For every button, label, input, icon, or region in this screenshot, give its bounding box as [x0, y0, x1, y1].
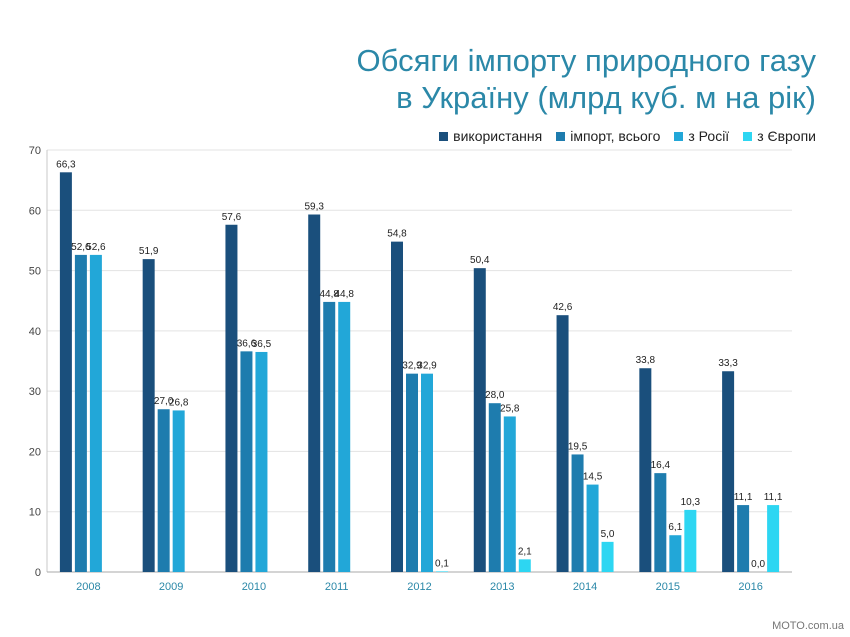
bar: [586, 484, 599, 572]
bar: [225, 224, 238, 573]
y-tick-label: 0: [35, 567, 41, 579]
x-tick-label: 2012: [407, 581, 431, 593]
bar: [737, 505, 750, 572]
chart-legend: використання імпорт, всього з Росії з Єв…: [439, 128, 816, 144]
bar: [669, 535, 682, 572]
data-label: 32,9: [417, 361, 437, 372]
legend-label: імпорт, всього: [570, 128, 661, 144]
bar: [473, 268, 486, 572]
data-label: 52,6: [71, 242, 91, 253]
legend-label: використання: [453, 128, 543, 144]
bar: [308, 214, 321, 572]
data-label: 28,0: [485, 390, 505, 401]
legend-swatch: [556, 131, 566, 141]
bar: [142, 259, 155, 572]
data-label: 33,8: [636, 355, 656, 366]
data-label: 5,0: [601, 529, 615, 540]
bar: [157, 409, 170, 572]
legend-item-usage: використання: [439, 128, 542, 144]
x-tick-label: 2014: [573, 581, 597, 593]
bar: [391, 241, 403, 573]
bar: [172, 410, 185, 572]
source-footer: MOTO.com.ua: [772, 620, 844, 632]
chart-title: Обсяги імпорту природного газу в Україну…: [357, 42, 816, 116]
x-tick-label: 2015: [656, 581, 680, 593]
x-tick-label: 2016: [738, 581, 762, 593]
x-tick-label: 2010: [242, 581, 266, 593]
legend-swatch: [743, 131, 753, 141]
data-label: 36,6: [237, 338, 257, 349]
legend-swatch: [674, 131, 684, 141]
bar: [767, 505, 780, 572]
legend-swatch: [439, 131, 449, 141]
legend-label: з Росії: [688, 128, 730, 144]
data-label: 19,5: [568, 441, 588, 452]
data-label: 59,3: [304, 202, 324, 213]
bar: [556, 315, 569, 572]
data-label: 16,4: [651, 460, 671, 471]
data-label: 11,1: [764, 492, 783, 503]
bar: [601, 541, 614, 572]
data-label: 66,3: [56, 159, 76, 170]
bar: [406, 373, 418, 572]
x-tick-label: 2008: [76, 581, 100, 593]
data-label: 14,5: [583, 472, 603, 483]
data-label: 0,0: [751, 559, 765, 570]
data-label: 6,1: [668, 522, 682, 533]
data-label: 42,6: [553, 302, 573, 313]
data-label: 26,8: [169, 397, 189, 408]
legend-label: з Європи: [757, 128, 816, 144]
data-label: 32,9: [402, 361, 422, 372]
data-label: 50,4: [470, 255, 490, 266]
data-label: 33,3: [718, 358, 738, 369]
bar: [571, 454, 584, 572]
data-label: 27,0: [154, 396, 174, 407]
bar: [488, 403, 501, 572]
bar: [240, 351, 253, 572]
data-label: 25,8: [500, 403, 520, 414]
data-label: 0,1: [435, 558, 449, 569]
data-label: 10,3: [681, 497, 701, 508]
bar: [654, 473, 667, 572]
bar: [518, 559, 531, 572]
bar: [421, 373, 433, 572]
bar: [74, 254, 87, 572]
x-tick-label: 2013: [490, 581, 514, 593]
data-label: 57,6: [222, 212, 242, 223]
bar: [255, 351, 268, 572]
bar: [684, 509, 697, 572]
data-label: 51,9: [139, 246, 159, 257]
chart-title-line-1: Обсяги імпорту природного газу: [356, 43, 816, 78]
data-label: 2,1: [518, 546, 532, 557]
bar: [722, 371, 735, 572]
y-tick-label: 50: [29, 266, 41, 278]
legend-item-import-total: імпорт, всього: [556, 128, 660, 144]
y-tick-label: 40: [29, 326, 41, 338]
data-label: 52,6: [86, 242, 106, 253]
y-tick-label: 30: [29, 386, 41, 398]
bar: [503, 416, 516, 572]
data-label: 44,8: [319, 289, 339, 300]
legend-item-from-russia: з Росії: [674, 128, 729, 144]
bar: [89, 254, 102, 572]
y-tick-label: 60: [29, 205, 41, 217]
y-tick-label: 70: [29, 145, 41, 157]
chart-title-line-2: в Україну (млрд куб. м на рік): [396, 80, 816, 115]
data-label: 11,1: [734, 492, 753, 503]
bar: [639, 368, 652, 572]
bar: [323, 301, 336, 572]
bar: [59, 172, 72, 572]
y-tick-label: 20: [29, 446, 41, 458]
data-label: 36,5: [252, 339, 272, 350]
bar: [436, 571, 448, 572]
x-tick-label: 2011: [325, 581, 349, 593]
data-label: 44,8: [334, 289, 354, 300]
legend-item-from-europe: з Європи: [743, 128, 816, 144]
data-label: 54,8: [387, 229, 407, 240]
y-tick-label: 10: [29, 507, 41, 519]
bar: [338, 301, 351, 572]
x-tick-label: 2009: [159, 581, 183, 593]
